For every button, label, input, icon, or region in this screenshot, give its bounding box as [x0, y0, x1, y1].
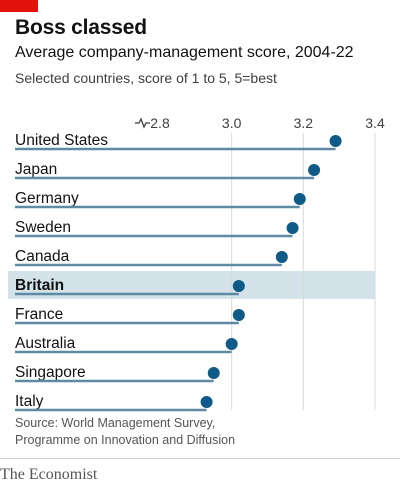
chart-source: Source: World Management Survey, Program… [15, 416, 236, 447]
lollipop-dot [308, 164, 321, 176]
x-tick-label: 2.8 [150, 115, 170, 131]
lollipop-dot [293, 193, 306, 205]
category-label: Sweden [15, 219, 71, 236]
axis-break-icon [135, 117, 150, 129]
x-tick-label: 3.2 [294, 115, 314, 131]
x-tick-label: 3.0 [222, 115, 242, 131]
lollipop-dot [225, 338, 238, 350]
lollipop-dot [232, 280, 245, 292]
category-label: Singapore [15, 364, 86, 381]
x-tick-label: 3.4 [365, 115, 385, 131]
category-label: Italy [15, 393, 44, 410]
category-label: France [15, 306, 63, 323]
lollipop-dot [200, 396, 213, 408]
category-label: Germany [15, 190, 79, 207]
lollipop-dot [329, 135, 342, 147]
economist-logo: The Economist [0, 466, 98, 483]
category-label: Japan [15, 161, 57, 178]
lollipop-dot [207, 367, 220, 379]
category-label: Canada [15, 248, 70, 265]
category-label: Australia [15, 335, 76, 352]
chart-description: Selected countries, score of 1 to 5, 5=b… [15, 70, 277, 86]
lollipop-dot [286, 222, 299, 234]
lollipop-dot [275, 251, 288, 263]
chart-title: Boss classed [15, 16, 147, 39]
category-label: Britain [15, 277, 64, 294]
chart-subtitle: Average company-management score, 2004-2… [15, 44, 354, 61]
brand-red-tag [0, 0, 38, 12]
category-label: United States [15, 132, 108, 149]
lollipop-dot [232, 309, 245, 321]
footer-divider [0, 458, 400, 459]
